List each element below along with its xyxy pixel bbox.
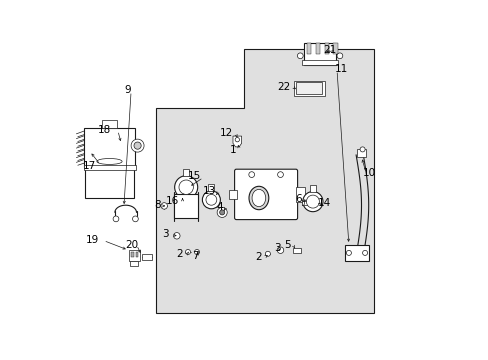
Circle shape — [113, 216, 119, 222]
Text: 8: 8 — [154, 200, 161, 210]
Text: 4: 4 — [216, 202, 223, 212]
Text: 11: 11 — [334, 64, 347, 74]
Ellipse shape — [248, 186, 268, 210]
Bar — [306, 43, 310, 54]
FancyBboxPatch shape — [234, 169, 297, 220]
Bar — [345, 245, 368, 261]
Polygon shape — [232, 136, 241, 147]
Bar — [293, 81, 324, 96]
Text: 7: 7 — [192, 251, 199, 261]
Bar — [309, 185, 315, 192]
Text: 17: 17 — [83, 161, 96, 171]
Circle shape — [173, 233, 180, 239]
Circle shape — [194, 249, 199, 255]
Text: 5: 5 — [284, 240, 290, 250]
Circle shape — [297, 53, 303, 59]
Circle shape — [248, 172, 254, 177]
Text: 10: 10 — [363, 168, 376, 178]
Text: 9: 9 — [124, 85, 131, 95]
Circle shape — [185, 249, 190, 255]
Text: 3: 3 — [162, 229, 168, 239]
Bar — [131, 252, 134, 257]
Circle shape — [161, 203, 167, 209]
Bar — [324, 43, 328, 54]
Circle shape — [179, 180, 193, 194]
Text: 18: 18 — [98, 125, 111, 135]
Circle shape — [346, 251, 351, 256]
Bar — [333, 43, 337, 54]
Bar — [183, 169, 189, 176]
Bar — [315, 43, 319, 54]
Text: 14: 14 — [318, 198, 331, 208]
Text: 1: 1 — [229, 145, 236, 156]
Circle shape — [219, 210, 224, 215]
Bar — [130, 261, 138, 266]
Circle shape — [306, 195, 319, 208]
Bar — [303, 43, 336, 65]
Circle shape — [265, 251, 270, 256]
Text: 2: 2 — [176, 249, 183, 259]
Ellipse shape — [97, 158, 122, 165]
Circle shape — [362, 251, 367, 256]
Circle shape — [277, 172, 283, 177]
Bar — [136, 252, 138, 257]
Circle shape — [174, 176, 197, 199]
Text: 16: 16 — [165, 196, 179, 206]
Circle shape — [302, 192, 322, 212]
Circle shape — [217, 207, 227, 217]
Bar — [302, 60, 337, 65]
Text: 6: 6 — [295, 194, 302, 204]
Text: 12: 12 — [219, 128, 232, 138]
Circle shape — [202, 191, 220, 209]
Bar — [296, 82, 322, 94]
Bar — [142, 254, 152, 260]
Polygon shape — [156, 49, 373, 313]
Circle shape — [336, 53, 342, 59]
Bar — [229, 190, 237, 199]
Text: 22: 22 — [277, 82, 290, 92]
Polygon shape — [302, 201, 314, 205]
Circle shape — [132, 216, 138, 222]
Circle shape — [131, 139, 144, 152]
Text: 13: 13 — [202, 186, 215, 196]
Text: 21: 21 — [323, 45, 336, 55]
Bar — [128, 250, 140, 261]
Circle shape — [277, 247, 283, 253]
Text: 19: 19 — [85, 235, 99, 246]
Text: 20: 20 — [125, 240, 138, 250]
Circle shape — [359, 147, 365, 152]
Bar — [85, 169, 134, 198]
Text: 15: 15 — [187, 171, 200, 181]
Bar — [84, 128, 134, 167]
Bar — [83, 165, 136, 170]
Bar — [174, 194, 197, 218]
Bar — [208, 184, 214, 191]
Bar — [102, 120, 117, 128]
Circle shape — [235, 138, 239, 142]
Bar — [356, 149, 365, 157]
Text: 3: 3 — [273, 243, 280, 253]
Text: 2: 2 — [255, 252, 261, 262]
Bar — [295, 187, 304, 202]
Circle shape — [134, 142, 141, 149]
Circle shape — [205, 194, 216, 205]
Ellipse shape — [251, 189, 265, 207]
Bar — [292, 248, 301, 253]
